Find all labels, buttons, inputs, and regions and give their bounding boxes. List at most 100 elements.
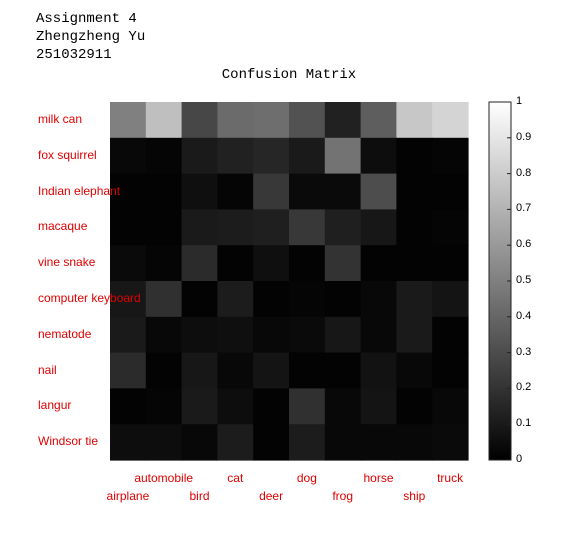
heatmap-cell	[253, 173, 290, 210]
heatmap-cell	[145, 137, 183, 175]
heatmap-cell	[360, 281, 397, 318]
row-label: computer keyboard	[38, 290, 141, 305]
heatmap-cell	[253, 245, 290, 282]
heatmap-cell	[217, 316, 254, 354]
heatmap-cell	[324, 388, 362, 425]
heatmap-cell	[289, 102, 326, 139]
row-label: fox squirrel	[38, 147, 97, 162]
heatmap-cell	[432, 245, 469, 282]
heatmap-cell	[145, 424, 183, 461]
heatmap-cell	[110, 388, 147, 425]
colorbar-tick-label: 0.5	[516, 274, 532, 286]
colorbar-tick-label: 0.1	[516, 417, 532, 430]
heatmap-cell	[432, 209, 469, 246]
column-label: ship	[403, 489, 426, 503]
student-id: 251032911	[36, 47, 112, 63]
heatmap-cell	[432, 137, 469, 175]
column-label: airplane	[106, 489, 150, 503]
colorbar-tick-label: 0.9	[516, 130, 532, 143]
column-label: frog	[332, 489, 354, 503]
heatmap-cell	[145, 173, 183, 210]
colorbar-tick-label: 0.7	[516, 202, 532, 215]
heatmap-cell	[181, 173, 218, 210]
row-label: Indian elephant	[38, 183, 121, 198]
row-label: langur	[38, 398, 72, 413]
heatmap-cell	[181, 209, 218, 246]
row-label: nail	[38, 362, 57, 377]
heatmap-cell	[360, 209, 397, 246]
heatmap-cell	[110, 137, 147, 175]
heatmap-cell	[432, 102, 469, 139]
heatmap-cell	[324, 316, 362, 354]
heatmap-cell	[360, 316, 397, 354]
chart-title: Confusion Matrix	[221, 67, 357, 83]
colorbar-tick-label: 0	[516, 453, 523, 465]
heatmap-cell	[253, 209, 290, 246]
heatmap-cell	[324, 102, 362, 139]
heatmap-cell	[324, 352, 362, 389]
heatmap-cell	[217, 424, 254, 461]
heatmap-cell	[145, 245, 183, 282]
colorbar-tick-label: 0.3	[516, 345, 532, 358]
heatmap-cell	[145, 388, 183, 425]
heatmap-cell	[217, 245, 254, 282]
heatmap-cell	[253, 316, 290, 354]
heatmap-cell	[253, 281, 290, 318]
heatmap-cell	[396, 102, 433, 139]
heatmap-cell	[432, 388, 469, 425]
colorbar-tick-label: 0.6	[516, 238, 532, 251]
heatmap-cell	[432, 424, 469, 461]
heatmap-cell	[217, 388, 254, 425]
heatmap-cell	[360, 173, 397, 210]
heatmap-cell	[396, 316, 433, 354]
heatmap-cell	[253, 424, 290, 461]
heatmap-cell	[110, 209, 147, 246]
heatmap-cell	[217, 173, 254, 210]
heatmap-cell	[181, 245, 218, 282]
heatmap-cell	[396, 424, 433, 461]
colorbar-tick-label: 0.2	[516, 381, 532, 394]
heatmap-cell	[360, 245, 397, 282]
row-label: nematode	[38, 326, 92, 341]
heatmap-cell	[217, 352, 254, 389]
column-label: truck	[437, 471, 464, 485]
heatmap-cell	[110, 173, 147, 210]
heatmap-cell	[396, 281, 433, 318]
heatmap-cell	[181, 388, 218, 425]
heatmap-cell	[145, 209, 183, 246]
heatmap-cell	[253, 352, 290, 389]
heatmap-cell	[145, 102, 183, 139]
heatmap-cell	[181, 137, 218, 175]
colorbar-tick-label: 0.8	[516, 166, 532, 179]
heatmap-cell	[289, 352, 326, 389]
heatmap-cell	[432, 316, 469, 354]
heatmap-cell	[110, 352, 147, 389]
heatmap-cell	[181, 316, 218, 354]
heatmap-cell	[360, 388, 397, 425]
heatmap-cell	[217, 281, 254, 318]
heatmap-cell	[145, 352, 183, 389]
heatmap-cell	[324, 281, 362, 318]
row-label: Windsor tie	[38, 434, 99, 449]
heatmap-cell	[324, 173, 362, 210]
row-label: macaque	[38, 219, 88, 234]
heatmap-cell	[110, 102, 147, 139]
heatmap-cell	[110, 281, 147, 318]
heatmap-cell	[396, 245, 433, 282]
heatmap-cell	[432, 173, 469, 210]
heatmap-cell	[396, 388, 433, 425]
author-name: Zhengzheng Yu	[36, 29, 146, 45]
heatmap-cell	[289, 281, 326, 318]
heatmap-cell	[360, 352, 397, 389]
column-label: dog	[296, 471, 317, 485]
column-label: bird	[189, 489, 210, 503]
assignment-title: Assignment 4	[36, 11, 137, 27]
heatmap-cell	[289, 137, 326, 175]
heatmap-cell	[110, 316, 147, 354]
heatmap-cell	[181, 102, 218, 139]
heatmap-cell	[217, 102, 254, 139]
column-label: cat	[227, 471, 244, 485]
heatmap-cell	[145, 281, 183, 318]
heatmap-cell	[324, 209, 362, 246]
heatmap-cell	[360, 424, 397, 461]
